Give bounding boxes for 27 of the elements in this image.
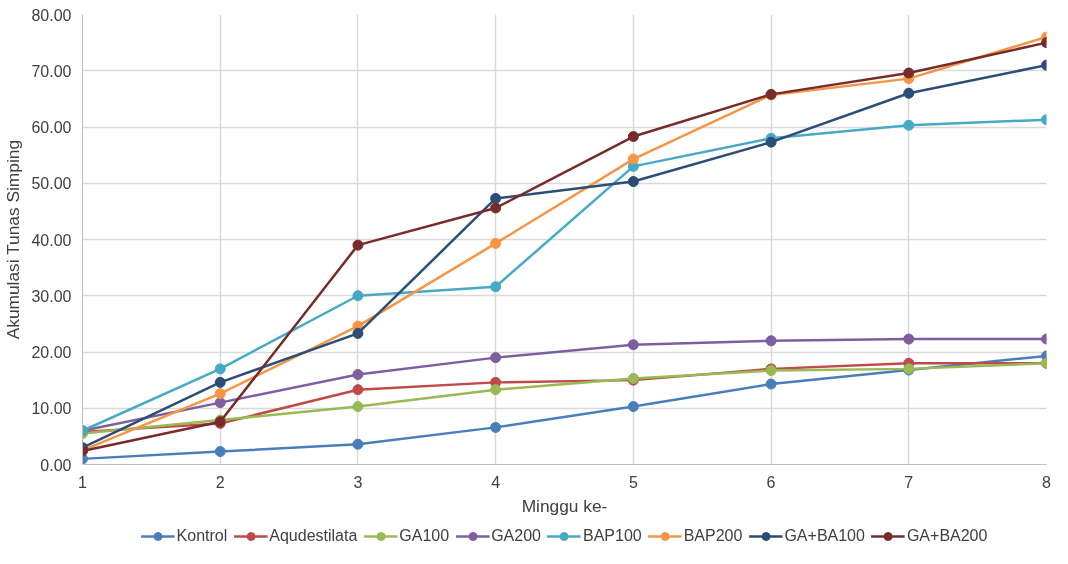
x-tick-label: 2 [215, 473, 225, 491]
legend-label: BAP200 [683, 527, 743, 545]
legend-label: Kontrol [176, 527, 228, 545]
legend-label: Aqudestilata [269, 527, 358, 545]
y-tick-label: 30.00 [31, 287, 72, 305]
legend-label: GA200 [491, 527, 541, 545]
x-tick-label: 3 [353, 473, 363, 491]
y-axis-title: Akumulasi Tunas Simping [3, 139, 24, 340]
y-tick-label: 50.00 [31, 175, 72, 193]
y-tick-label: 60.00 [31, 119, 72, 136]
x-tick-label: 7 [904, 473, 914, 491]
x-tick-label: 1 [78, 473, 88, 491]
legend-label: GA100 [399, 527, 450, 545]
x-tick-label: 4 [491, 473, 501, 491]
x-tick-label: 8 [1042, 473, 1052, 491]
y-tick-label: 0.00 [40, 456, 72, 474]
legend-label: GA+BA200 [906, 527, 988, 545]
x-axis-title: Minggu ke- [521, 495, 608, 516]
y-tick-label: 70.00 [31, 62, 72, 80]
x-tick-label: 5 [628, 473, 638, 491]
y-tick-label: 10.00 [31, 400, 72, 418]
legend-label: BAP100 [582, 527, 642, 545]
x-tick-label: 6 [766, 473, 776, 491]
y-tick-label: 80.00 [31, 6, 72, 24]
y-tick-label: 20.00 [31, 344, 72, 361]
legend-label: GA+BA100 [784, 527, 865, 545]
y-tick-label: 40.00 [31, 231, 72, 249]
